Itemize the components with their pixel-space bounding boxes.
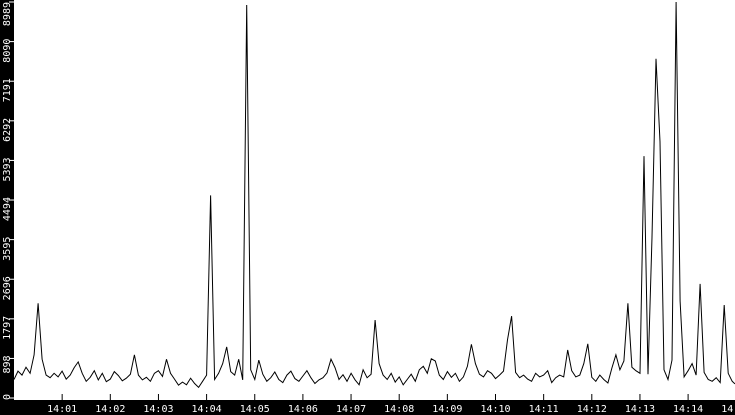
x-tick-label: 14:09: [432, 404, 462, 415]
y-tick-label: 4494: [2, 197, 13, 221]
series-line: [13, 1, 735, 389]
y-tick-label: 0: [2, 394, 13, 400]
y-tick-label: 8989: [2, 2, 13, 26]
x-tick-label: 14:07: [336, 404, 366, 415]
x-tick-label: 14:10: [480, 404, 510, 415]
x-tick-label: 14:02: [95, 404, 125, 415]
y-tick-label: 7191: [2, 78, 13, 102]
y-tick-label: 1797: [2, 316, 13, 340]
plot-area: [14, 0, 735, 400]
y-tick-label: 5393: [2, 157, 13, 181]
x-axis: 14:01 14:02 14:03 14:04 14:05 14:06 14:07 14:08…: [47, 394, 735, 415]
x-tick-label: 14:03: [143, 404, 173, 415]
x-tick-label: 14:06: [288, 404, 318, 415]
y-axis: 0 898 1797 2696 3595 4494 5393 6292 7191 8090 8989: [2, 1, 14, 400]
x-tick-label: 14:01: [47, 404, 77, 415]
y-tick-label: 8090: [2, 39, 13, 63]
y-tick-label: 2696: [2, 276, 13, 300]
x-tick-label: 14:14: [673, 404, 703, 415]
x-tick-label: 14:08: [384, 404, 414, 415]
y-tick-label: 898: [2, 355, 13, 373]
y-tick-label: 3595: [2, 237, 13, 261]
x-tick-label: 14:11: [529, 404, 559, 415]
y-tick-label: 6292: [2, 118, 13, 142]
x-tick-label: 14:05: [240, 404, 270, 415]
x-tick-label: 14:13: [625, 404, 655, 415]
x-tick-label: 14:15: [721, 404, 735, 415]
x-tick-label: 14:12: [577, 404, 607, 415]
x-tick-label: 14:04: [192, 404, 222, 415]
